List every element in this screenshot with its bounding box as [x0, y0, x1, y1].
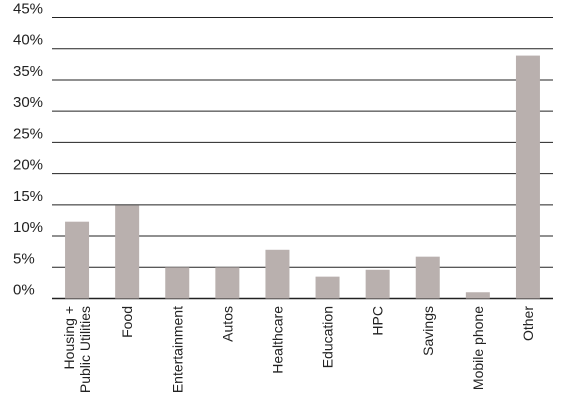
x-tick-label-line: Food	[119, 306, 135, 338]
x-tick-label: Entertainment	[169, 306, 185, 393]
y-tick-label: 40%	[13, 32, 43, 49]
x-tick-label-line: Other	[520, 306, 536, 341]
bar	[365, 269, 390, 299]
bars	[65, 55, 540, 299]
y-tick-label: 30%	[13, 94, 43, 111]
x-tick-label: Mobile phone	[470, 306, 486, 390]
x-tick-label-line: Savings	[420, 306, 436, 356]
y-tick-label: 45%	[13, 1, 43, 18]
x-tick-label: Savings	[420, 306, 436, 356]
bar	[165, 267, 190, 299]
x-tick-label-line: Mobile phone	[470, 306, 486, 390]
x-tick-label: Education	[320, 306, 336, 368]
x-tick-label-line: Education	[320, 306, 336, 368]
y-tick-label: 35%	[13, 63, 43, 80]
y-tick-label: 20%	[13, 157, 43, 174]
y-tick-label: 15%	[13, 188, 43, 205]
y-tick-label: 5%	[13, 250, 35, 267]
bar	[65, 221, 90, 299]
bar	[515, 55, 540, 299]
x-tick-label-line: Public Utilities	[77, 306, 93, 393]
bar	[465, 292, 490, 299]
x-tick-label-line: Healthcare	[269, 306, 285, 374]
bar	[215, 267, 240, 299]
bar	[315, 276, 340, 299]
y-tick-label: 0%	[13, 282, 35, 299]
x-tick-label: Healthcare	[269, 306, 285, 374]
x-tick-label: HPC	[370, 306, 386, 336]
bar	[415, 256, 440, 299]
x-tick-label: Food	[119, 306, 135, 338]
x-tick-label-line: Entertainment	[169, 306, 185, 393]
bar	[115, 205, 140, 299]
y-axis-ticks: 0% 5% 10% 15% 20% 25% 30% 35% 40% 45%	[13, 1, 43, 299]
x-tick-label-line: Housing +	[61, 306, 77, 369]
bar	[265, 249, 290, 299]
x-axis-labels: Housing + Public Utilities Food Entertainme…	[61, 306, 536, 394]
y-tick-label: 25%	[13, 125, 43, 142]
x-tick-label: Housing + Public Utilities	[61, 306, 93, 393]
y-tick-label: 10%	[13, 219, 43, 236]
x-tick-label: Autos	[219, 306, 235, 342]
x-tick-label-line: HPC	[370, 306, 386, 336]
x-tick-label-line: Autos	[219, 306, 235, 342]
x-tick-label: Other	[520, 306, 536, 341]
